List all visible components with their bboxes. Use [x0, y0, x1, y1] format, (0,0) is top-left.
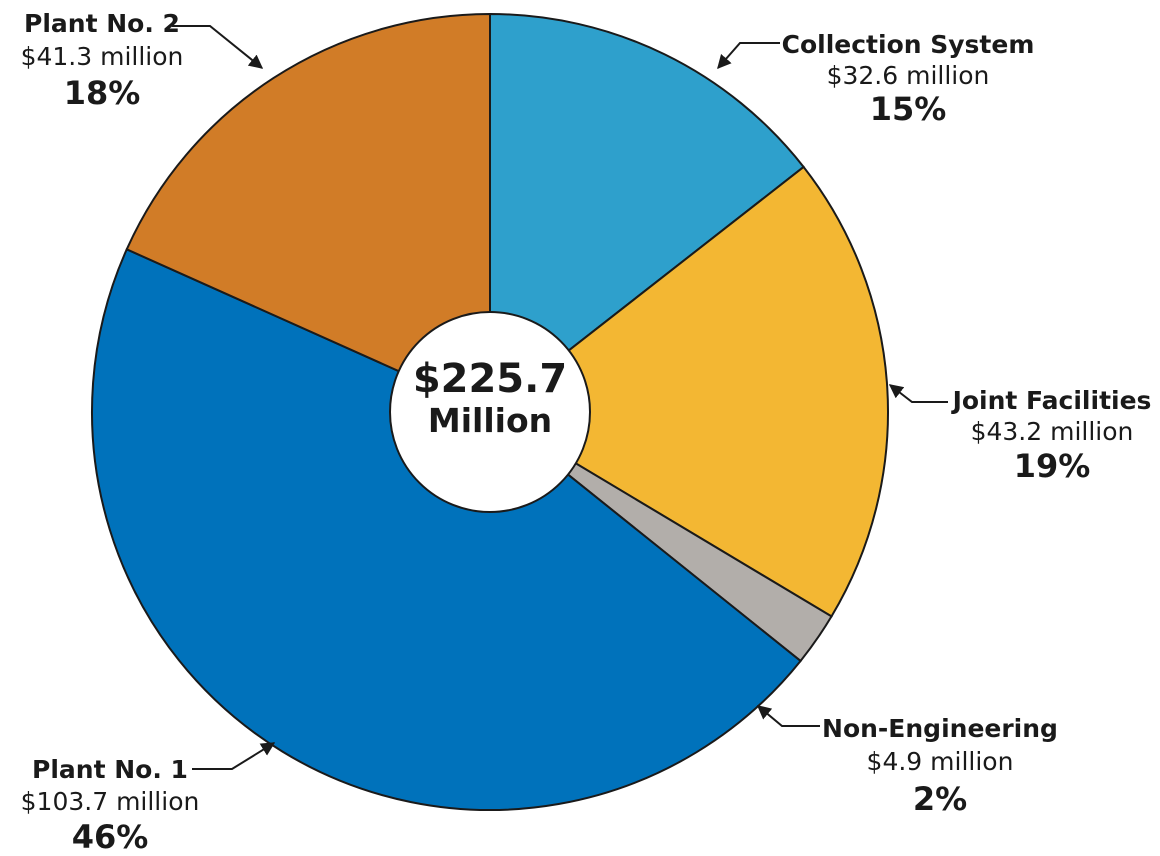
slice-amount: $103.7 million [21, 787, 200, 816]
label-joint-facilities: Joint Facilities $43.2 million 19% [951, 386, 1152, 485]
leader-plant-no-2 [172, 25, 264, 69]
label-plant-no-1: Plant No. 1 $103.7 million 46% [21, 755, 200, 856]
slice-amount: $4.9 million [867, 747, 1014, 776]
slice-name: Plant No. 2 [24, 9, 180, 38]
slice-name: Joint Facilities [951, 386, 1152, 415]
slice-percent: 46% [72, 818, 149, 856]
center-total-value: $225.7 [413, 356, 567, 402]
leader-non-engineering [756, 705, 820, 727]
label-plant-no-2: Plant No. 2 $41.3 million 18% [21, 9, 184, 112]
center-total-unit: Million [428, 401, 552, 440]
slice-percent: 15% [870, 90, 947, 128]
slice-name: Collection System [782, 30, 1035, 59]
center-hole [389, 311, 591, 513]
slice-percent: 19% [1014, 447, 1091, 485]
slice-amount: $32.6 million [827, 61, 990, 90]
label-collection-system: Collection System $32.6 million 15% [782, 30, 1035, 128]
label-non-engineering: Non-Engineering $4.9 million 2% [822, 714, 1058, 818]
slice-percent: 2% [913, 780, 967, 818]
leader-plant-no-1 [192, 742, 276, 770]
slice-name: Plant No. 1 [32, 755, 188, 784]
pie-slice-joint-facilities [488, 165, 889, 618]
slice-amount: $41.3 million [21, 42, 184, 71]
pie-slice-plant-no-1 [91, 248, 802, 811]
leader-collection-system [717, 42, 780, 70]
leader-lines [172, 25, 948, 770]
slice-amount: $43.2 million [971, 417, 1134, 446]
pie-slice-collection-system [489, 12, 806, 415]
slice-percent: 18% [64, 74, 141, 112]
pie-slice-plant-no-2 [125, 12, 491, 414]
slice-name: Non-Engineering [822, 714, 1058, 743]
pie-slices [91, 12, 889, 811]
leader-joint-facilities [888, 384, 948, 403]
